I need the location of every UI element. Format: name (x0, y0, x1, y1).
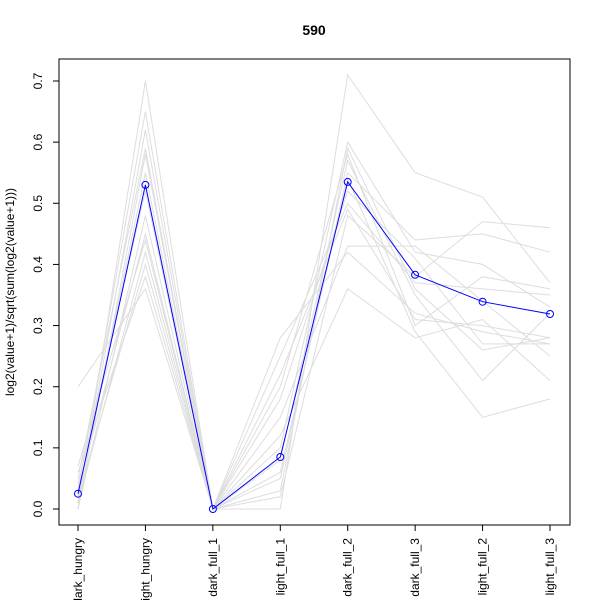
y-tick-label: 0.7 (31, 72, 45, 89)
x-tick-label: dark_full_2 (341, 538, 355, 597)
background-series-group (77, 73, 551, 511)
background-series-line-14 (77, 208, 551, 511)
plot-frame (58, 58, 571, 526)
background-series-line-8 (77, 202, 551, 511)
y-axis: 0.0 0.1 0.2 0.3 0.4 0.5 0.6 0.7 (31, 72, 59, 517)
background-series-line-10 (77, 159, 551, 510)
highlight-series-group (74, 177, 554, 513)
x-tick-label: light_full_1 (273, 538, 287, 596)
highlight-point-dark_hungry (74, 489, 82, 498)
background-series-line-12 (77, 177, 551, 510)
x-tick-label: dark_full_3 (408, 538, 422, 597)
highlight-point-light_full_1 (276, 453, 285, 461)
background-series-line-2 (77, 80, 551, 510)
background-series-line-11 (77, 275, 551, 510)
highlight-point-light_full_3 (546, 310, 554, 318)
chart-title: 590 (302, 22, 326, 38)
highlight-point-dark_full_3 (411, 270, 420, 279)
x-tick-label: dark_full_1 (206, 538, 220, 597)
y-axis-label: log2(value+1)/sqrt(sum(log2(value+1))) (3, 188, 17, 396)
y-tick-label: 0.5 (31, 195, 45, 212)
background-series-line-6 (77, 152, 551, 511)
y-tick-label: 0.6 (31, 133, 45, 150)
y-tick-label: 0.4 (31, 256, 45, 273)
background-series-line-7 (77, 190, 551, 511)
x-axis: dark_hungry light_hungry dark_full_1 light_… (71, 525, 557, 600)
y-tick-label: 0.2 (31, 378, 45, 395)
x-tick-label: dark_hungry (71, 538, 85, 600)
x-tick-label: light_full_3 (543, 538, 557, 596)
y-tick-label: 0.1 (31, 439, 45, 456)
highlight-point-light_full_2 (478, 297, 487, 306)
background-series-line-9 (77, 190, 550, 511)
highlight-point-dark_full_1 (208, 505, 217, 513)
highlight-point-dark_full_2 (343, 177, 352, 186)
highlight-point-light_hungry (141, 180, 150, 189)
x-tick-label: light_full_2 (476, 538, 490, 596)
y-tick-label: 0.3 (31, 317, 45, 334)
y-tick-label: 0.0 (31, 500, 45, 517)
x-tick-label: light_hungry (138, 538, 152, 600)
background-series-line-5 (77, 148, 551, 511)
highlight-series-line (77, 180, 551, 510)
